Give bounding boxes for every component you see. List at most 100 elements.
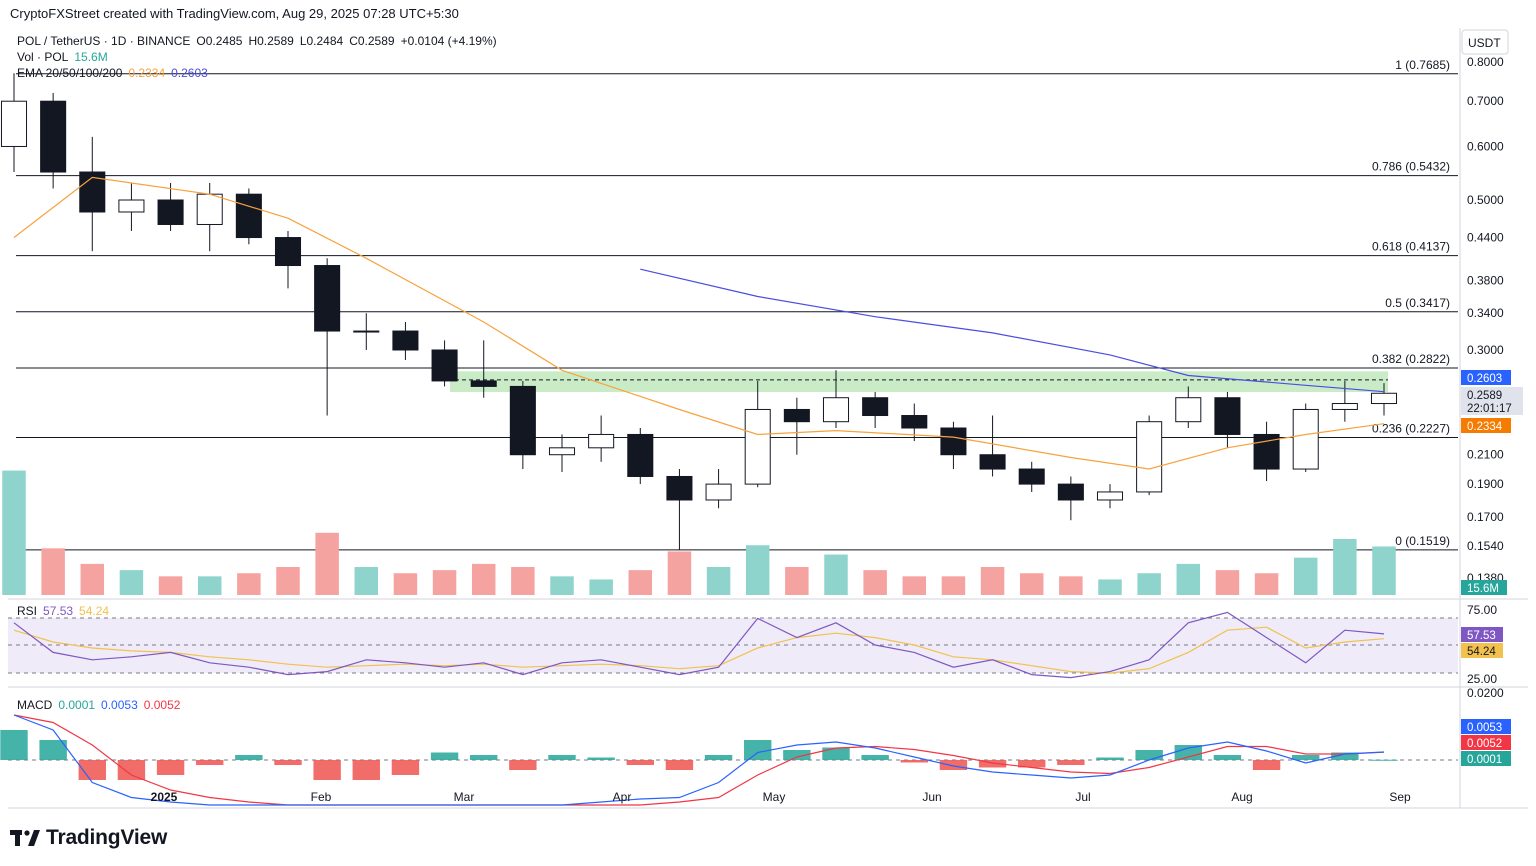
- macd-signal-line: [13, 714, 1385, 806]
- volume-bar-35: [1372, 546, 1396, 595]
- macd-legend: MACD 0.0001 0.0053 0.0052: [17, 698, 181, 712]
- rsi-line: [13, 611, 1385, 679]
- macd-hist-bar-26: [1018, 760, 1046, 768]
- currency-selector[interactable]: [1461, 29, 1509, 55]
- tradingview-logo[interactable]: TradingView: [10, 826, 167, 850]
- rsi-tick-75: 75.00: [1467, 603, 1497, 617]
- candle-body-18: [705, 483, 732, 501]
- rsi-legend: RSI 57.53 54.24: [17, 604, 109, 618]
- candle-body-27: [1057, 483, 1084, 501]
- macd-hist-bar-6: [235, 755, 263, 760]
- rsi-tick-25: 25.00: [1467, 672, 1497, 686]
- macd-hist-bar-8: [313, 760, 341, 780]
- macd-hist-bar-31: [1213, 755, 1242, 760]
- volume-bar-19: [745, 545, 770, 595]
- volume-bars: [2, 470, 1396, 595]
- macd-hist-bar-22: [861, 755, 889, 760]
- candle-body-10: [392, 330, 419, 351]
- time-label-1: Feb: [311, 790, 332, 804]
- candle-body-23: [901, 415, 928, 429]
- tradingview-chart[interactable]: 1 (0.7685) 0.786 (0.5432) 0.618 (0.4137) 0.…: [0, 28, 1536, 826]
- candle-body-13: [509, 385, 536, 456]
- candle-body-16: [627, 433, 654, 477]
- macd-hist-bar-28: [1096, 757, 1124, 760]
- signal-tag-bg: [1461, 735, 1511, 750]
- candle-body-2: [79, 171, 106, 213]
- volume-bar-4: [158, 576, 183, 595]
- tradingview-wordmark: TradingView: [46, 826, 168, 849]
- volume-bar-20: [785, 567, 809, 595]
- volume-bar-18: [706, 567, 731, 595]
- candle-body-24: [940, 427, 967, 456]
- volume-tag-bg: [1461, 580, 1507, 595]
- macd-hist-bar-9: [352, 760, 380, 780]
- time-label-4: May: [763, 790, 786, 804]
- candle-body-22: [862, 397, 889, 417]
- macd-hist-bar-13: [509, 760, 537, 770]
- price-tick-5: 0.3800: [1467, 274, 1504, 288]
- candle-body-31: [1214, 397, 1241, 435]
- tradingview-logo-icon: [10, 830, 40, 846]
- candle-body-4: [157, 199, 184, 225]
- macd-line: [13, 714, 1385, 806]
- legend-symbol: POL / TetherUS · 1D · BINANCE O0.2485 H0.2…: [17, 34, 497, 48]
- candle-body-26: [1018, 468, 1045, 485]
- price-tick-3: 0.5000: [1467, 193, 1504, 207]
- price-tick-10: 0.1700: [1467, 510, 1504, 524]
- candle-body-7: [274, 237, 302, 267]
- rsi-ma-line: [13, 626, 1385, 674]
- rsi-tag: 57.53: [1467, 630, 1496, 642]
- candle-body-25: [979, 454, 1006, 470]
- price-tick-0: 0.8000: [1467, 55, 1504, 69]
- volume-bar-5: [197, 576, 222, 595]
- candle-body-9: [353, 330, 380, 333]
- volume-bar-8: [315, 532, 339, 595]
- candle-body-3: [118, 199, 145, 213]
- price-axis-ticks: 0.8000 0.7000 0.6000 0.5000 0.4400 0.3800 0.34…: [1467, 55, 1504, 585]
- volume-bar-2: [80, 563, 105, 595]
- volume-bar-13: [511, 567, 535, 595]
- volume-bar-1: [41, 548, 65, 595]
- macd-hist-bar-27: [1057, 760, 1085, 765]
- candle-body-20: [783, 408, 810, 423]
- macd-hist-bar-33: [1292, 755, 1320, 760]
- macd-histogram: [0, 730, 1398, 780]
- time-label-6: Jul: [1075, 790, 1090, 804]
- volume-tag: 15.6M: [1467, 583, 1499, 595]
- macd-hist-bar-32: [1252, 760, 1281, 770]
- volume-bar-12: [471, 563, 496, 595]
- macd-hist-bar-12: [470, 755, 498, 760]
- volume-bar-28: [1098, 579, 1122, 595]
- macd-hist-bar-16: [626, 760, 654, 765]
- volume-bar-32: [1254, 573, 1279, 595]
- volume-bar-16: [628, 570, 653, 595]
- countdown-tag: 22:01:17: [1467, 403, 1512, 415]
- ema50-tag-bg: [1461, 418, 1511, 433]
- macd-tick: 0.0200: [1467, 686, 1504, 700]
- price-tick-1: 0.7000: [1467, 94, 1504, 108]
- candle-body-35: [1370, 392, 1398, 405]
- rsi-ma-tag-bg: [1461, 643, 1503, 658]
- candle-body-15: [588, 433, 615, 449]
- fibonacci-levels: 1 (0.7685) 0.786 (0.5432) 0.618 (0.4137) 0.…: [16, 58, 1458, 551]
- fib-label-2: 0.618 (0.4137): [1372, 240, 1450, 254]
- legend-volume: Vol · POL 15.6M: [17, 50, 108, 64]
- volume-bar-25: [980, 567, 1005, 595]
- last-price-tag: 0.2589: [1467, 390, 1502, 402]
- volume-bar-3: [119, 570, 144, 595]
- macd-hist-bar-4: [156, 760, 185, 775]
- macd-hist-bar-30: [1174, 745, 1202, 760]
- macd-hist-bar-1: [39, 740, 67, 760]
- macd-hist-bar-3: [117, 760, 146, 780]
- time-label-5: Jun: [922, 790, 941, 804]
- candle-body-5: [196, 193, 223, 225]
- hist-tag: 0.0001: [1467, 754, 1502, 766]
- candle-body-14: [548, 447, 576, 456]
- volume-bar-9: [354, 567, 379, 595]
- macd-hist-bar-35: [1370, 759, 1398, 761]
- volume-bar-26: [1019, 573, 1044, 595]
- candle-body-34: [1331, 403, 1358, 410]
- fib-label-1: 0.786 (0.5432): [1372, 160, 1450, 174]
- candle-body-6: [235, 193, 262, 239]
- chart-caption: CryptoFXStreet created with TradingView.…: [10, 6, 459, 21]
